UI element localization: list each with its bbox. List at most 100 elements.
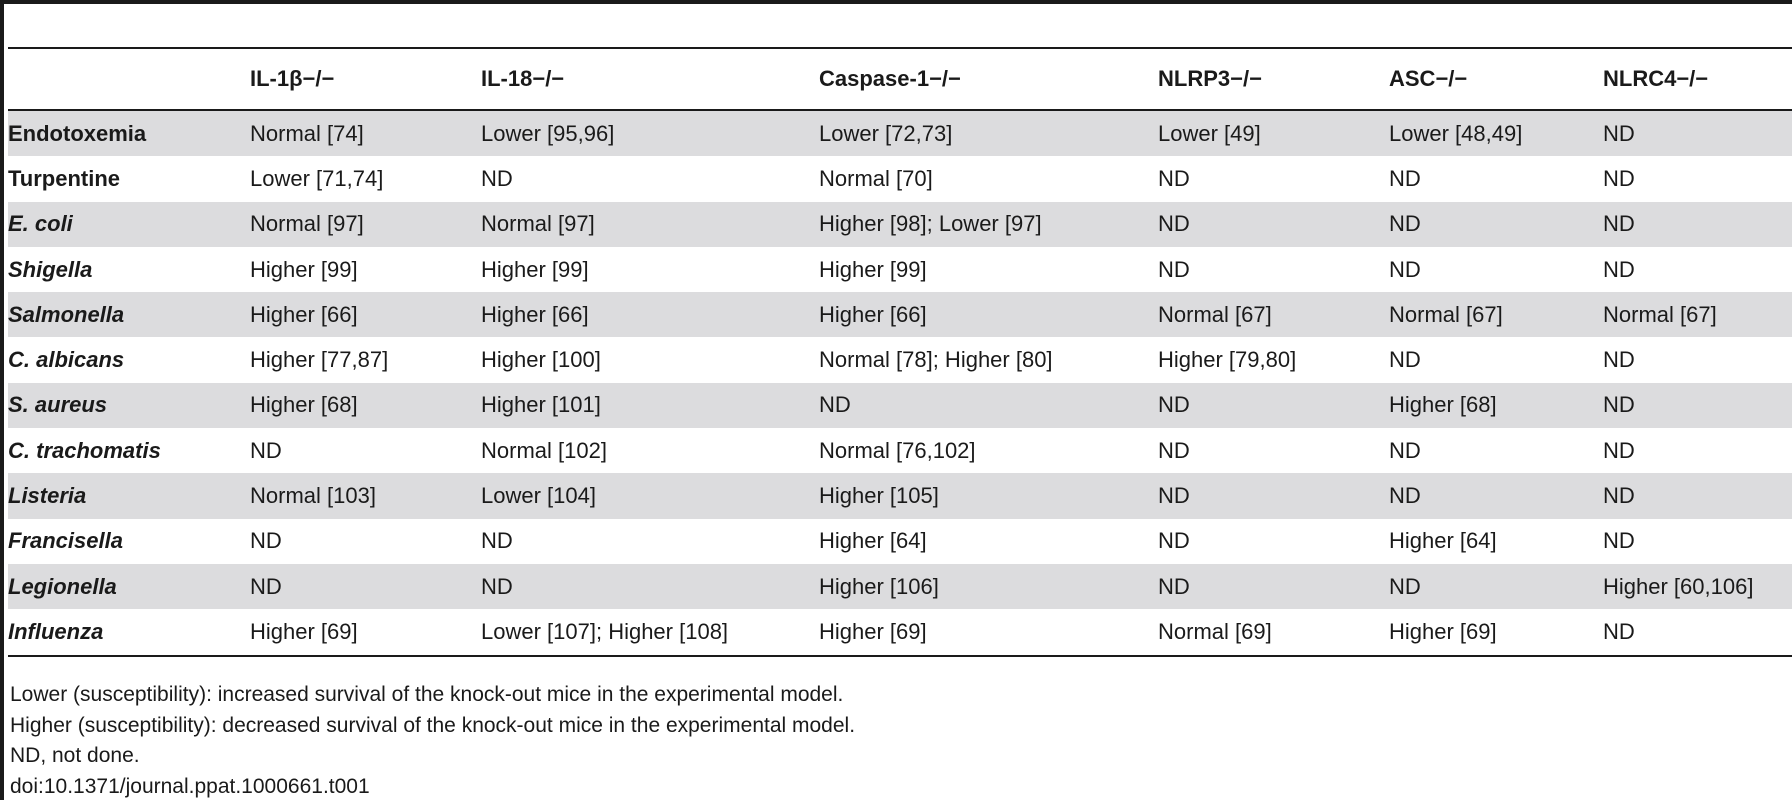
footnote-higher: Higher (susceptibility): decreased survi… — [10, 711, 855, 742]
table-cell: ND — [250, 428, 481, 473]
table-cell: ND — [1603, 428, 1792, 473]
table-cell: ND — [1389, 156, 1603, 201]
row-label: Francisella — [8, 519, 250, 564]
table-footnotes: Lower (susceptibility): increased surviv… — [10, 680, 855, 802]
table-cell: Lower [71,74] — [250, 156, 481, 201]
table-cell: Higher [68] — [1389, 383, 1603, 428]
table-cell: ND — [819, 383, 1158, 428]
row-label: Shigella — [8, 247, 250, 292]
table-cell: ND — [1158, 202, 1389, 247]
column-header: Caspase-1−/− — [819, 48, 1158, 110]
table-cell: ND — [1158, 564, 1389, 609]
row-label: E. coli — [8, 202, 250, 247]
table-cell: ND — [1603, 202, 1792, 247]
table-cell: Normal [103] — [250, 473, 481, 518]
table-cell: Higher [99] — [819, 247, 1158, 292]
table-cell: Lower [104] — [481, 473, 819, 518]
table-cell: ND — [250, 564, 481, 609]
table-cell: Higher [66] — [250, 292, 481, 337]
table-cell: ND — [1603, 609, 1792, 655]
table-header-row: IL-1β−/−IL-18−/−Caspase-1−/−NLRP3−/−ASC−… — [8, 48, 1792, 110]
header-cell-empty — [8, 48, 250, 110]
doi-reference: doi:10.1371/journal.ppat.1000661.t001 — [10, 772, 855, 802]
table-cell: ND — [1158, 383, 1389, 428]
results-table-container: IL-1β−/−IL-18−/−Caspase-1−/−NLRP3−/−ASC−… — [8, 47, 1792, 657]
table-cell: ND — [1158, 247, 1389, 292]
row-label: Influenza — [8, 609, 250, 655]
table-cell: Normal [102] — [481, 428, 819, 473]
table-cell: ND — [1603, 383, 1792, 428]
table-cell: Higher [101] — [481, 383, 819, 428]
column-header: ASC−/− — [1389, 48, 1603, 110]
table-cell: ND — [1389, 473, 1603, 518]
column-header: IL-1β−/− — [250, 48, 481, 110]
table-cell: Lower [48,49] — [1389, 110, 1603, 156]
row-label: C. albicans — [8, 337, 250, 382]
table-cell: Normal [67] — [1389, 292, 1603, 337]
table-cell: Normal [67] — [1603, 292, 1792, 337]
column-header: NLRC4−/− — [1603, 48, 1792, 110]
column-header: NLRP3−/− — [1158, 48, 1389, 110]
table-cell: ND — [1389, 247, 1603, 292]
column-header: IL-18−/− — [481, 48, 819, 110]
table-cell: ND — [1158, 519, 1389, 564]
table-cell: ND — [1603, 473, 1792, 518]
table-cell: Higher [105] — [819, 473, 1158, 518]
table-cell: ND — [1603, 110, 1792, 156]
table-cell: ND — [1603, 519, 1792, 564]
table-cell: Normal [70] — [819, 156, 1158, 201]
table-cell: Higher [106] — [819, 564, 1158, 609]
table-cell: ND — [1158, 156, 1389, 201]
table-cell: ND — [1389, 337, 1603, 382]
table-cell: Lower [107]; Higher [108] — [481, 609, 819, 655]
table-cell: Higher [66] — [819, 292, 1158, 337]
table-cell: Higher [69] — [819, 609, 1158, 655]
row-label: Listeria — [8, 473, 250, 518]
table-cell: Higher [64] — [819, 519, 1158, 564]
table-cell: Lower [95,96] — [481, 110, 819, 156]
table-cell: Higher [100] — [481, 337, 819, 382]
table-cell: ND — [1603, 156, 1792, 201]
table-cell: Higher [99] — [481, 247, 819, 292]
row-label: Salmonella — [8, 292, 250, 337]
footnote-lower: Lower (susceptibility): increased surviv… — [10, 680, 855, 711]
table-cell: Lower [72,73] — [819, 110, 1158, 156]
left-border — [0, 0, 4, 800]
table-cell: Normal [74] — [250, 110, 481, 156]
table-cell: ND — [481, 564, 819, 609]
table-cell: Higher [99] — [250, 247, 481, 292]
table-cell: ND — [481, 519, 819, 564]
table-cell: ND — [1389, 202, 1603, 247]
table-cell: ND — [481, 156, 819, 201]
table-cell: Normal [97] — [481, 202, 819, 247]
table-cell: ND — [1603, 247, 1792, 292]
table-cell: Higher [60,106] — [1603, 564, 1792, 609]
table-cell: Higher [69] — [250, 609, 481, 655]
table-cell: ND — [1603, 337, 1792, 382]
table-cell: Higher [68] — [250, 383, 481, 428]
table-cell: Normal [69] — [1158, 609, 1389, 655]
table-cell: ND — [1389, 428, 1603, 473]
table-cell: Normal [67] — [1158, 292, 1389, 337]
table-cell: Normal [97] — [250, 202, 481, 247]
footnote-nd: ND, not done. — [10, 741, 855, 772]
row-label: Endotoxemia — [8, 110, 250, 156]
top-border — [0, 0, 1792, 4]
table-cell: Lower [49] — [1158, 110, 1389, 156]
row-label: C. trachomatis — [8, 428, 250, 473]
knockout-susceptibility-table: IL-1β−/−IL-18−/−Caspase-1−/−NLRP3−/−ASC−… — [8, 47, 1792, 657]
table-cell: ND — [250, 519, 481, 564]
